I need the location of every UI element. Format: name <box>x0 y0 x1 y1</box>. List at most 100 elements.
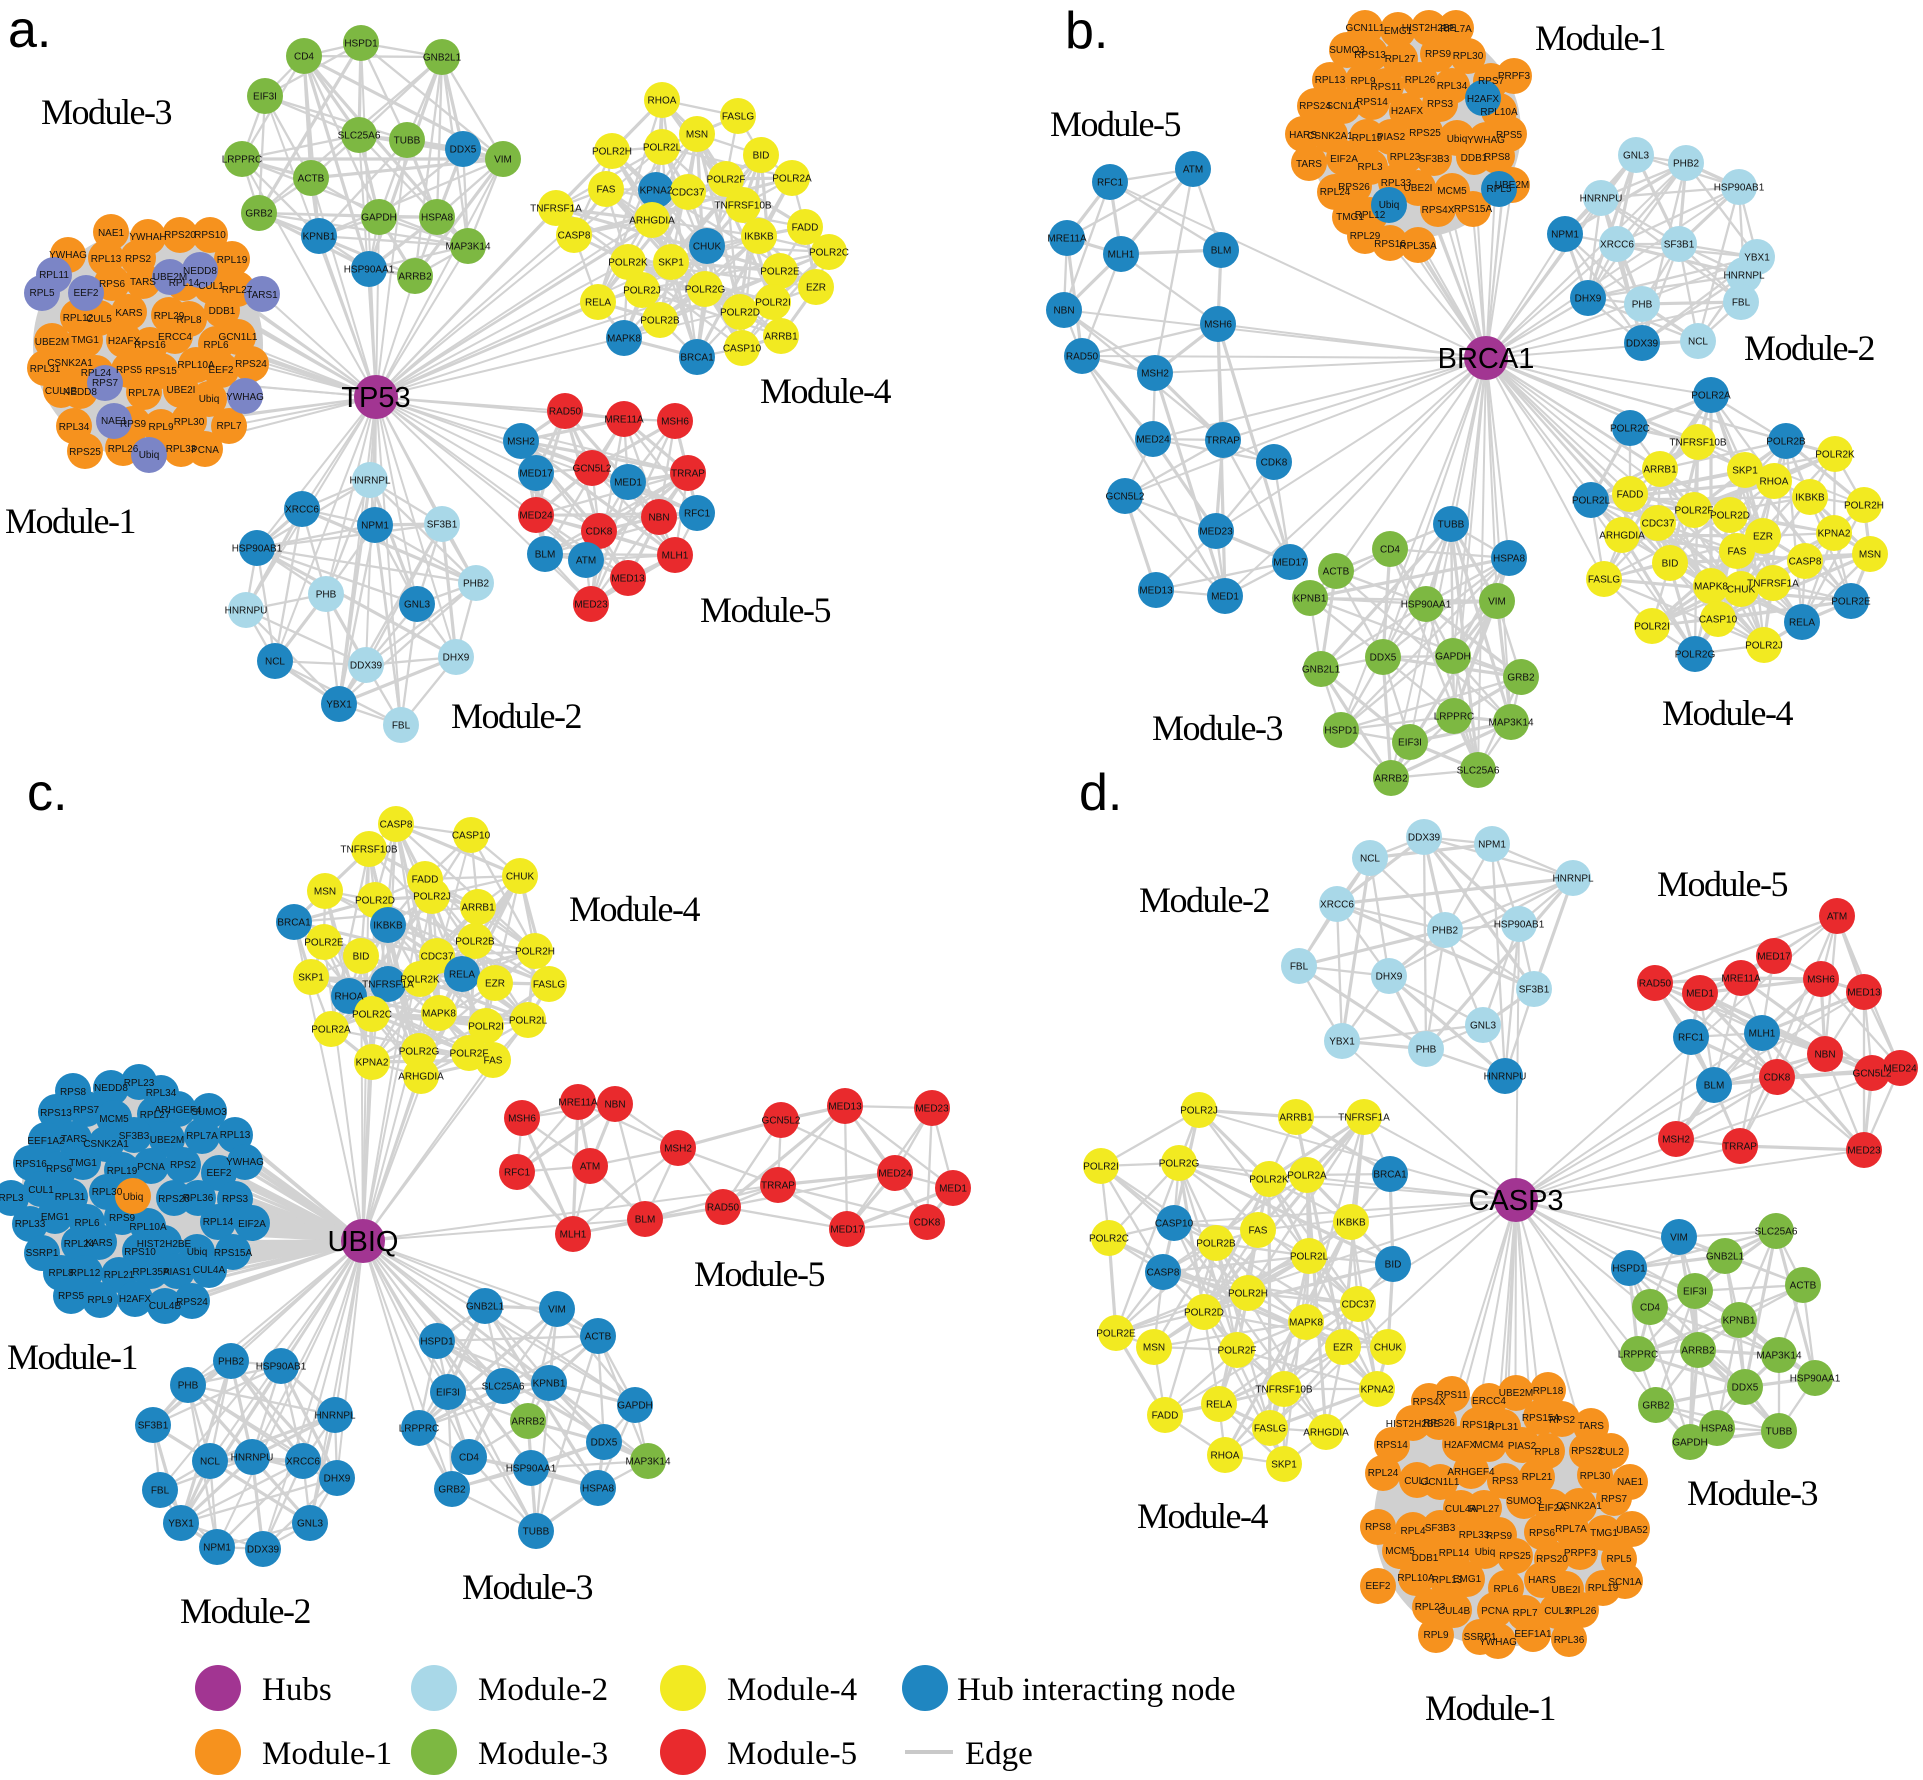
svg-text:Module-2: Module-2 <box>478 1672 608 1708</box>
svg-text:RPL11: RPL11 <box>39 270 69 281</box>
svg-text:Module-4: Module-4 <box>760 371 891 411</box>
svg-text:ACTB: ACTB <box>585 1332 612 1343</box>
svg-text:CDC37: CDC37 <box>1342 1300 1375 1311</box>
svg-text:GNB2L1: GNB2L1 <box>1706 1252 1745 1263</box>
svg-text:ARRB2: ARRB2 <box>1681 1346 1715 1357</box>
svg-text:MCM4: MCM4 <box>1474 1440 1504 1451</box>
svg-text:POLR2E: POLR2E <box>1831 597 1871 608</box>
svg-text:RPL9: RPL9 <box>148 422 173 433</box>
svg-text:KPNB1: KPNB1 <box>1294 594 1327 605</box>
svg-text:POLR2J: POLR2J <box>1745 641 1783 652</box>
svg-text:RPL6: RPL6 <box>74 1218 99 1229</box>
svg-text:Module-5: Module-5 <box>1657 864 1787 904</box>
svg-text:POLR2D: POLR2D <box>1184 1308 1224 1319</box>
svg-text:KPNA2: KPNA2 <box>640 186 673 197</box>
svg-text:BRCA1: BRCA1 <box>1373 1170 1407 1181</box>
svg-text:RPL35A: RPL35A <box>1399 241 1437 252</box>
svg-text:XRCC6: XRCC6 <box>285 505 319 516</box>
svg-text:MED17: MED17 <box>830 1225 864 1236</box>
svg-text:RPS16: RPS16 <box>1374 239 1406 250</box>
svg-text:RFC1: RFC1 <box>1097 178 1124 189</box>
svg-text:ARRB2: ARRB2 <box>398 272 432 283</box>
svg-text:DDX5: DDX5 <box>1732 1383 1759 1394</box>
svg-text:TRRAP: TRRAP <box>671 469 705 480</box>
svg-text:RPS24: RPS24 <box>235 359 267 370</box>
svg-text:RPL8: RPL8 <box>48 1268 73 1279</box>
svg-text:RPL12: RPL12 <box>1355 210 1386 221</box>
svg-text:HARS: HARS <box>1289 130 1317 141</box>
svg-text:HSPD1: HSPD1 <box>1612 1264 1646 1275</box>
svg-text:H2AFX: H2AFX <box>1467 94 1500 105</box>
svg-text:RPS16: RPS16 <box>15 1159 47 1170</box>
svg-text:FAS: FAS <box>1249 1226 1268 1237</box>
svg-text:CASP8: CASP8 <box>558 231 591 242</box>
svg-text:RAD50: RAD50 <box>707 1203 740 1214</box>
svg-text:ARRB2: ARRB2 <box>1374 774 1408 785</box>
svg-text:TRRAP: TRRAP <box>1206 436 1240 447</box>
svg-text:MRE11A: MRE11A <box>1047 234 1087 245</box>
svg-text:XRCC6: XRCC6 <box>286 1457 320 1468</box>
svg-text:HNRNPU: HNRNPU <box>225 606 268 617</box>
svg-text:HSP90AB1: HSP90AB1 <box>1494 920 1545 931</box>
svg-text:FASLG: FASLG <box>722 112 754 123</box>
svg-text:POLR2E: POLR2E <box>1096 1329 1136 1340</box>
svg-text:ACTB: ACTB <box>298 174 325 185</box>
svg-text:GAPDH: GAPDH <box>617 1401 653 1412</box>
svg-text:PHB2: PHB2 <box>463 579 490 590</box>
svg-text:UBE2I: UBE2I <box>1552 1585 1581 1596</box>
svg-text:RFC1: RFC1 <box>504 1168 531 1179</box>
svg-text:RPL5: RPL5 <box>29 288 54 299</box>
svg-text:RPL10A: RPL10A <box>1397 1573 1435 1584</box>
svg-text:YBX1: YBX1 <box>1744 253 1770 264</box>
svg-text:LRPPRC: LRPPRC <box>1434 712 1475 723</box>
svg-text:HSPD1: HSPD1 <box>1324 726 1358 737</box>
svg-text:NCL: NCL <box>1360 854 1380 865</box>
svg-text:GNL3: GNL3 <box>1623 151 1650 162</box>
svg-text:EZR: EZR <box>1333 1343 1353 1354</box>
svg-text:EIF3I: EIF3I <box>1398 738 1422 749</box>
svg-text:POLR2L: POLR2L <box>1572 496 1611 507</box>
svg-text:GRB2: GRB2 <box>438 1485 466 1496</box>
svg-text:YWHAG: YWHAG <box>1479 1637 1517 1648</box>
svg-text:RPL24: RPL24 <box>64 1239 95 1250</box>
svg-text:HSP90AA1: HSP90AA1 <box>1790 1374 1841 1385</box>
svg-text:Ubiq: Ubiq <box>1379 200 1400 211</box>
svg-text:RPS7: RPS7 <box>92 378 119 389</box>
svg-text:Module-2: Module-2 <box>451 696 581 736</box>
svg-text:RAD50: RAD50 <box>549 407 582 418</box>
svg-text:NBN: NBN <box>1814 1050 1835 1061</box>
svg-text:IKBKB: IKBKB <box>1336 1218 1366 1229</box>
svg-text:Module-1: Module-1 <box>1535 18 1665 58</box>
svg-text:SUMO3: SUMO3 <box>191 1107 227 1118</box>
svg-text:KPNB1: KPNB1 <box>303 232 336 243</box>
svg-text:SLC25A6: SLC25A6 <box>1457 766 1500 777</box>
svg-text:MRE11A: MRE11A <box>558 1098 598 1109</box>
svg-text:Module-5: Module-5 <box>727 1736 857 1772</box>
svg-text:RPS26: RPS26 <box>1423 1418 1455 1429</box>
svg-text:RPS9: RPS9 <box>1486 1531 1513 1542</box>
svg-text:EIF3I: EIF3I <box>436 1388 460 1399</box>
svg-text:CD4: CD4 <box>1380 545 1400 556</box>
svg-text:ATM: ATM <box>1183 165 1203 176</box>
svg-text:CDK8: CDK8 <box>1764 1073 1791 1084</box>
svg-text:FAS: FAS <box>1728 547 1747 558</box>
svg-text:NPM1: NPM1 <box>1551 230 1579 241</box>
svg-text:MLH1: MLH1 <box>560 1230 587 1241</box>
svg-text:RPS15: RPS15 <box>145 366 177 377</box>
svg-text:H2AFX: H2AFX <box>1444 1440 1477 1451</box>
svg-text:FBL: FBL <box>392 721 411 732</box>
svg-text:MED24: MED24 <box>1883 1064 1917 1075</box>
svg-text:SLC25A6: SLC25A6 <box>338 131 381 142</box>
svg-text:NAE1: NAE1 <box>98 228 125 239</box>
svg-text:RPL3: RPL3 <box>1357 162 1382 173</box>
svg-text:RPL9: RPL9 <box>1423 1630 1448 1641</box>
svg-text:RPL29: RPL29 <box>1350 231 1381 242</box>
svg-text:MED23: MED23 <box>915 1104 949 1115</box>
svg-text:MSH2: MSH2 <box>664 1144 692 1155</box>
svg-text:RPL3: RPL3 <box>0 1193 24 1204</box>
svg-text:SLC25A6: SLC25A6 <box>482 1382 525 1393</box>
svg-text:SKP1: SKP1 <box>298 973 324 984</box>
svg-text:EIF2A: EIF2A <box>1538 1503 1566 1514</box>
svg-text:CD4: CD4 <box>459 1453 479 1464</box>
svg-text:RPL27: RPL27 <box>1385 54 1416 65</box>
